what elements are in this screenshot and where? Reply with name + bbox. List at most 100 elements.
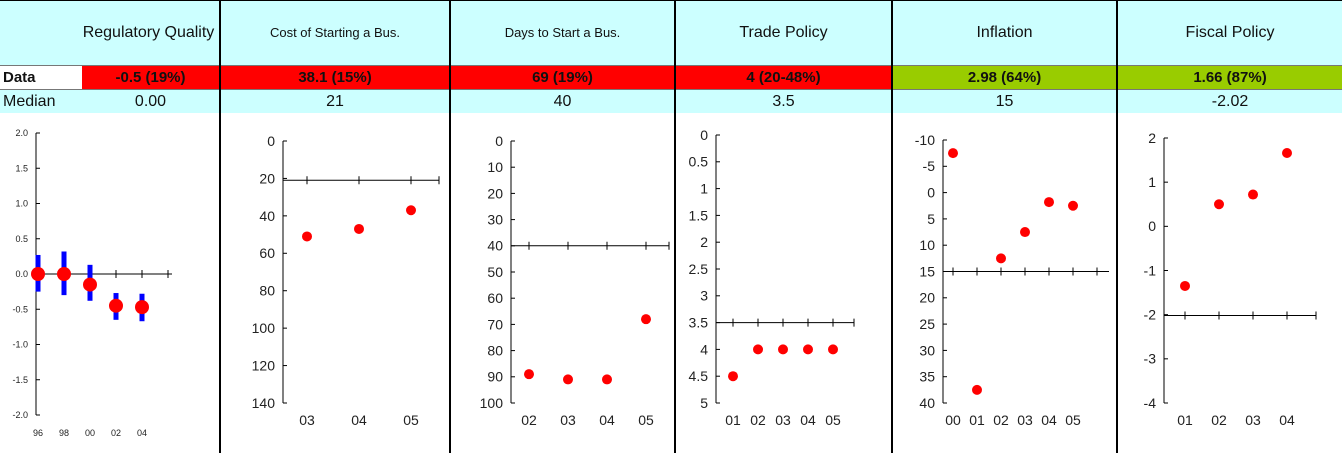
x-tick-label: 04 [800, 412, 816, 428]
data-point [563, 374, 573, 385]
x-tick-label: 04 [351, 412, 367, 428]
data-point [728, 371, 738, 382]
x-tick-label: 00 [945, 412, 961, 428]
y-tick-label: 70 [487, 316, 503, 332]
median-value-regulatory-quality: 0.00 [134, 93, 167, 110]
data-point [1020, 227, 1030, 238]
y-tick-label: 80 [259, 283, 275, 299]
column-title-days-to-start: Days to Start a Bus. [450, 0, 676, 66]
x-tick-label: 04 [599, 412, 615, 428]
x-tick-label: 96 [33, 428, 43, 438]
y-tick-label: 0 [927, 185, 935, 201]
y-tick-label: 100 [480, 395, 504, 411]
x-tick-label: 04 [1041, 412, 1057, 428]
x-tick-label: 01 [1177, 412, 1193, 428]
column-title-fiscal-policy: Fiscal Policy [1117, 0, 1342, 66]
column-title-inflation: Inflation [892, 0, 1118, 66]
median-value-cost-of-starting: 21 [220, 89, 451, 113]
data-point [1180, 280, 1190, 291]
data-value-trade-policy: 4 (20-48%) [675, 65, 893, 90]
x-tick-label: 02 [750, 412, 766, 428]
y-tick-label: 2.5 [689, 261, 709, 277]
y-tick-label: 60 [487, 290, 503, 306]
y-tick-label: 4.5 [689, 368, 709, 384]
median-value-days-to-start: 40 [450, 89, 676, 113]
y-tick-label: -3 [1144, 351, 1157, 367]
data-value-days-to-start: 69 (19%) [450, 65, 676, 90]
x-tick-label: 02 [111, 428, 121, 438]
x-tick-label: 02 [1211, 412, 1227, 428]
column-title-cost-of-starting: Cost of Starting a Bus. [220, 0, 451, 66]
data-point [948, 148, 958, 159]
y-tick-label: 3.5 [689, 315, 709, 331]
median-value-trade-policy: 3.5 [675, 89, 893, 113]
y-tick-label: 50 [487, 264, 503, 280]
data-point [972, 384, 982, 395]
y-tick-label: 1 [1148, 174, 1156, 190]
y-tick-label: 10 [487, 159, 503, 175]
data-value-regulatory-quality: -0.5 (19%) [82, 66, 218, 89]
column-title-regulatory-quality: Regulatory Quality [0, 0, 221, 66]
data-point [641, 314, 651, 325]
x-tick-label: 05 [1065, 412, 1081, 428]
median-value-inflation: 15 [892, 89, 1118, 113]
y-tick-label: 35 [919, 369, 935, 385]
x-tick-label: 01 [969, 412, 985, 428]
y-tick-label: 2.0 [15, 128, 28, 138]
y-tick-label: -0.5 [12, 304, 28, 314]
data-point [1282, 148, 1292, 159]
header-row: Regulatory Quality Cost of Starting a Bu… [0, 0, 1342, 66]
y-tick-label: 1.5 [15, 163, 28, 173]
data-point [406, 205, 416, 216]
x-tick-label: 03 [1017, 412, 1033, 428]
data-point [57, 267, 71, 281]
x-tick-label: 03 [775, 412, 791, 428]
y-tick-label: 40 [487, 238, 503, 254]
chart-days-to-start: 0 10 20 30 40 50 60 70 80 90 100 02 03 04 05 [480, 133, 670, 428]
y-tick-label: 10 [919, 237, 935, 253]
data-point [828, 344, 838, 355]
y-tick-label: -1.0 [12, 340, 28, 350]
data-value-cost-of-starting: 38.1 (15%) [220, 65, 451, 90]
data-value-fiscal-policy: 1.66 (87%) [1117, 65, 1342, 90]
data-row-label: Data [0, 66, 82, 89]
chart-fiscal-policy: 2 1 0 -1 -2 -3 -4 01 02 03 04 [1144, 130, 1317, 428]
data-point [1214, 199, 1224, 210]
y-tick-label: -2.0 [12, 410, 28, 420]
x-tick-label: 05 [638, 412, 654, 428]
data-point [135, 300, 149, 315]
data-point [31, 267, 45, 281]
y-tick-label: 3 [700, 288, 708, 304]
y-tick-label: 0 [267, 133, 275, 149]
y-tick-label: 30 [487, 212, 503, 228]
y-tick-label: 5 [927, 211, 935, 227]
y-tick-label: 20 [259, 170, 275, 186]
chart-regulatory-quality: 2.0 1.5 1.0 0.5 0.0 -0.5 -1.0 -1.5 -2.0 96 98 00 02 0… [12, 128, 172, 438]
x-tick-label: 05 [825, 412, 841, 428]
data-point [1248, 189, 1258, 200]
y-tick-label: -1.5 [12, 375, 28, 385]
y-tick-label: 80 [487, 343, 503, 359]
data-point [109, 298, 123, 313]
column-title-trade-policy: Trade Policy [675, 0, 893, 66]
y-tick-label: 0 [1148, 218, 1156, 234]
y-tick-label: -10 [915, 132, 935, 148]
x-tick-label: 04 [137, 428, 147, 438]
data-point [302, 231, 312, 242]
y-tick-label: 0 [495, 133, 503, 149]
data-point [778, 344, 788, 355]
y-tick-label: 30 [919, 342, 935, 358]
data-point [354, 223, 364, 234]
data-point [524, 369, 534, 380]
y-tick-label: 0.5 [15, 234, 28, 244]
plots-row: 2.0 1.5 1.0 0.5 0.0 -0.5 -1.0 -1.5 -2.0 96 98 00 02 0… [0, 113, 1342, 453]
x-tick-label: 03 [560, 412, 576, 428]
y-tick-label: 60 [259, 245, 275, 261]
y-tick-label: 90 [487, 369, 503, 385]
x-tick-label: 05 [403, 412, 419, 428]
data-row: Data -0.5 (19%) 38.1 (15%) 69 (19%) 4 (2… [0, 65, 1342, 90]
y-tick-label: 15 [919, 263, 935, 279]
y-tick-label: 25 [919, 316, 935, 332]
